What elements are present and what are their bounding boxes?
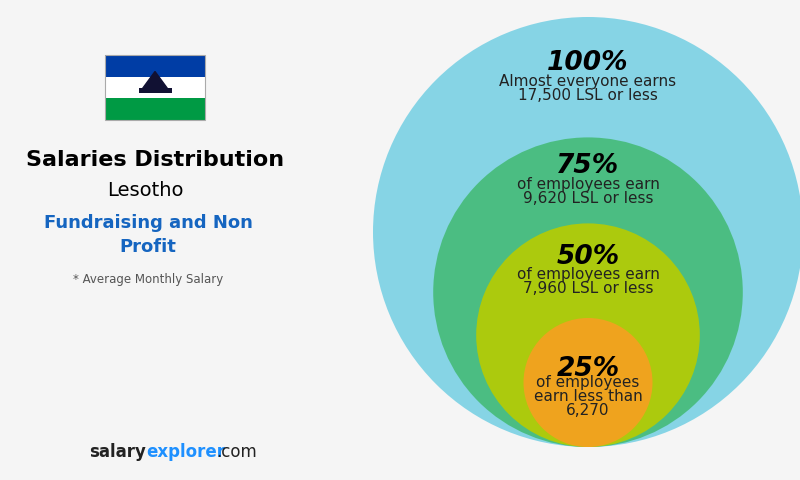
Bar: [105, 55, 205, 120]
Text: of employees earn: of employees earn: [517, 177, 659, 192]
Bar: [138, 87, 171, 93]
Text: earn less than: earn less than: [534, 389, 642, 404]
Text: Salaries Distribution: Salaries Distribution: [26, 150, 284, 170]
Text: salary: salary: [89, 443, 146, 461]
Text: 75%: 75%: [557, 154, 619, 180]
Text: 7,960 LSL or less: 7,960 LSL or less: [522, 281, 654, 296]
Text: of employees: of employees: [536, 375, 640, 390]
Bar: [105, 98, 205, 120]
Text: of employees earn: of employees earn: [517, 267, 659, 282]
Text: Almost everyone earns: Almost everyone earns: [499, 74, 677, 89]
Text: explorer: explorer: [146, 443, 225, 461]
Text: .com: .com: [216, 443, 257, 461]
Bar: [105, 55, 205, 77]
Circle shape: [373, 17, 800, 447]
Text: 100%: 100%: [547, 50, 629, 76]
Circle shape: [523, 318, 653, 447]
Text: Fundraising and Non
Profit: Fundraising and Non Profit: [43, 214, 253, 256]
Text: 9,620 LSL or less: 9,620 LSL or less: [522, 191, 654, 206]
Circle shape: [476, 223, 700, 447]
Circle shape: [434, 137, 742, 447]
Text: 25%: 25%: [557, 356, 619, 382]
Text: 50%: 50%: [557, 244, 619, 270]
Bar: [105, 77, 205, 98]
Text: * Average Monthly Salary: * Average Monthly Salary: [73, 274, 223, 287]
Polygon shape: [142, 72, 168, 89]
Text: Lesotho: Lesotho: [106, 180, 183, 200]
Text: 6,270: 6,270: [566, 403, 610, 418]
Text: 17,500 LSL or less: 17,500 LSL or less: [518, 88, 658, 103]
